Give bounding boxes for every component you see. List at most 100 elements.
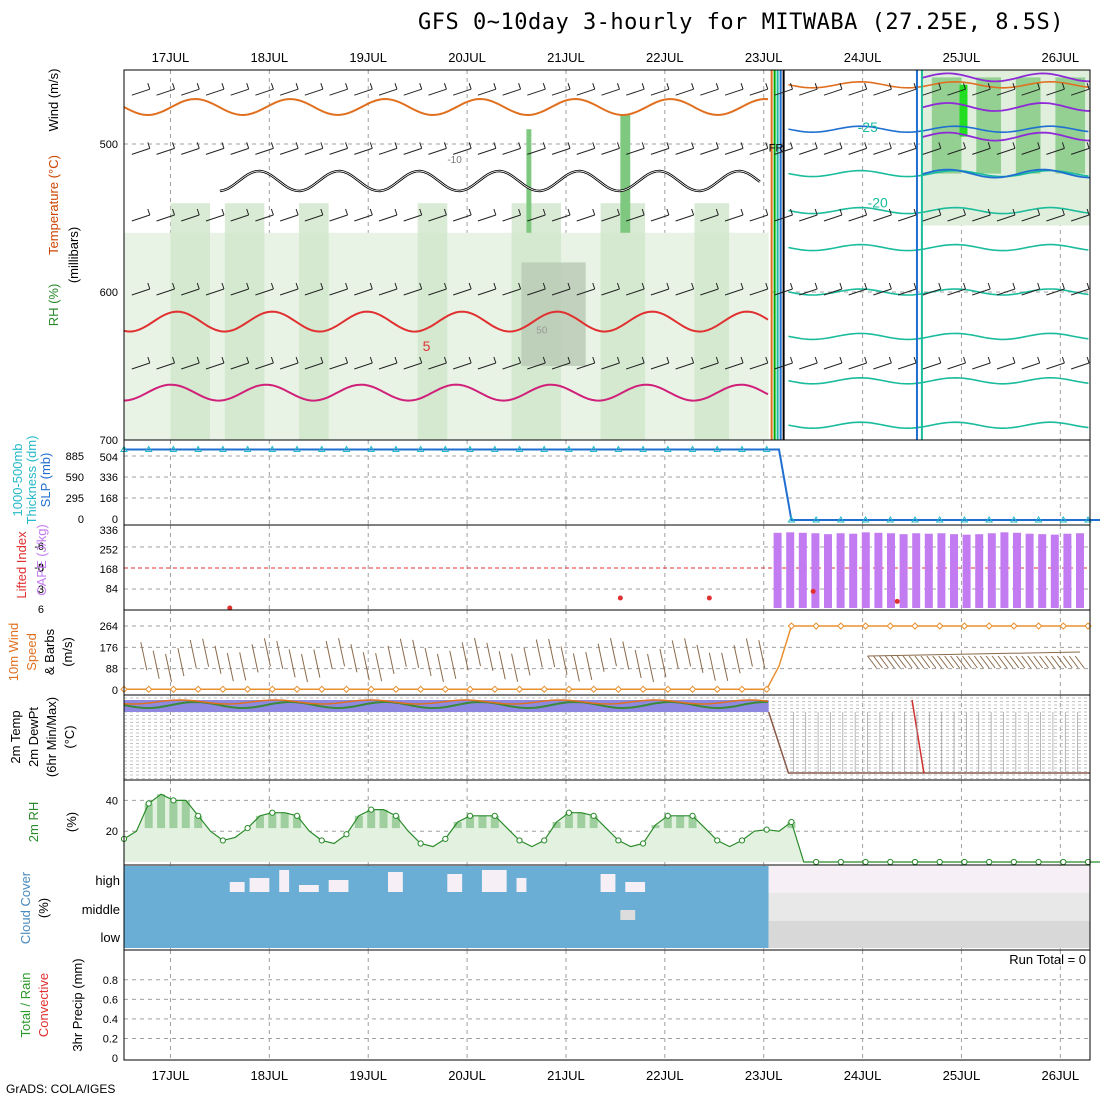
wind-barb bbox=[700, 83, 719, 96]
wind-barb bbox=[230, 83, 250, 96]
rh-shade bbox=[417, 203, 448, 440]
x-tick-label: 23JUL bbox=[745, 1068, 783, 1083]
cape-bar bbox=[924, 533, 933, 608]
cape-bar bbox=[987, 533, 996, 608]
wind-point bbox=[540, 685, 548, 693]
cape-bar bbox=[962, 534, 971, 608]
wind-barb bbox=[733, 645, 741, 674]
wind-barb bbox=[535, 639, 543, 668]
wind-barb bbox=[758, 640, 766, 669]
wind-barb bbox=[947, 83, 966, 96]
thickness-point bbox=[416, 445, 425, 452]
cape-bar bbox=[937, 533, 946, 608]
wind-barb bbox=[1051, 655, 1061, 669]
rh-point bbox=[417, 840, 424, 847]
y-tick-label: 0 bbox=[38, 563, 44, 575]
wind-barb bbox=[1070, 356, 1090, 370]
x-tick-label: 26JUL bbox=[1042, 50, 1080, 65]
wind-barb bbox=[650, 142, 670, 155]
thickness-point bbox=[614, 445, 623, 452]
temp-contour bbox=[788, 169, 1089, 178]
wind-barb bbox=[452, 208, 472, 222]
wind-barb bbox=[387, 645, 395, 675]
wind-barb bbox=[325, 640, 333, 670]
wind-barb bbox=[214, 645, 222, 674]
wind-barb bbox=[1056, 655, 1067, 669]
y-tick-label: 336 bbox=[100, 472, 118, 484]
x-tick-label: 17JUL bbox=[152, 1068, 190, 1083]
wind-barb bbox=[527, 83, 546, 96]
wind-barb bbox=[527, 282, 546, 296]
wind-point bbox=[861, 622, 870, 630]
wind-barb bbox=[551, 83, 571, 96]
rh-point bbox=[392, 812, 400, 819]
wind-barb bbox=[551, 142, 571, 155]
rh-shade bbox=[600, 203, 646, 440]
wind-barb bbox=[1021, 208, 1041, 222]
thickness-point bbox=[392, 445, 400, 452]
dewpoint-line bbox=[123, 700, 768, 710]
wind-barb bbox=[991, 655, 1002, 669]
thickness-point bbox=[688, 445, 697, 452]
wind-point bbox=[787, 622, 796, 630]
wind-barb bbox=[1021, 142, 1041, 155]
wind-barb bbox=[230, 282, 250, 296]
thickness-point bbox=[194, 445, 203, 452]
cape-bar bbox=[1038, 534, 1047, 608]
wind-barb bbox=[985, 655, 996, 669]
wind-barb bbox=[938, 655, 949, 669]
y-axis-label: Temperature (°C) bbox=[46, 155, 61, 255]
cloud-bar bbox=[625, 882, 646, 892]
wind-barb bbox=[527, 208, 546, 222]
wind-point bbox=[268, 685, 277, 693]
wind-barb bbox=[700, 142, 719, 155]
wind-barb bbox=[601, 356, 620, 370]
wind-barb bbox=[724, 356, 744, 370]
rh-shade bbox=[224, 203, 265, 440]
thickness-point bbox=[985, 516, 994, 523]
wind-barb bbox=[724, 142, 744, 155]
wind-barb bbox=[823, 83, 843, 96]
li-point bbox=[617, 595, 623, 601]
wind-barb bbox=[922, 83, 942, 96]
wind-point bbox=[688, 685, 697, 693]
y-tick-label: 88 bbox=[106, 664, 118, 676]
wind-barb bbox=[897, 208, 917, 222]
cloud-bar bbox=[124, 866, 769, 948]
wind-barb bbox=[576, 208, 596, 222]
wind-barb bbox=[878, 655, 889, 669]
y-tick-label: 295 bbox=[66, 493, 84, 505]
wind-barb bbox=[890, 655, 901, 669]
wind-barb bbox=[239, 652, 247, 681]
y-tick-label: 0.6 bbox=[103, 994, 118, 1006]
wind-barb bbox=[255, 142, 274, 155]
wind-point bbox=[466, 685, 474, 693]
wind-barb bbox=[873, 83, 892, 96]
wind-barb bbox=[428, 208, 447, 222]
wind-barb bbox=[908, 655, 919, 669]
wind-barb bbox=[403, 282, 423, 296]
rh-point bbox=[1060, 858, 1067, 866]
wind-barb bbox=[527, 356, 546, 370]
thickness-point bbox=[935, 516, 944, 523]
contour-label: -10 bbox=[447, 155, 462, 166]
rh-point bbox=[738, 837, 746, 844]
wind-barb bbox=[601, 142, 620, 155]
wind-barb bbox=[131, 142, 151, 155]
wind-barb bbox=[1015, 655, 1026, 669]
wind-point bbox=[194, 685, 202, 693]
rh-point bbox=[1010, 858, 1017, 866]
temp-contour bbox=[921, 102, 1090, 112]
wind-barb bbox=[823, 282, 843, 296]
wind-barb bbox=[700, 356, 719, 370]
temp-line bbox=[911, 699, 925, 774]
x-tick-label: 19JUL bbox=[349, 1068, 387, 1083]
wind-barb bbox=[944, 655, 955, 669]
cape-bar bbox=[1025, 533, 1034, 608]
wind-barb bbox=[1070, 142, 1090, 155]
wind-barb bbox=[1027, 655, 1038, 669]
rh-point bbox=[442, 835, 449, 843]
wind-point bbox=[589, 685, 598, 693]
rh-point bbox=[813, 858, 820, 866]
contour-label: 50 bbox=[536, 325, 548, 336]
